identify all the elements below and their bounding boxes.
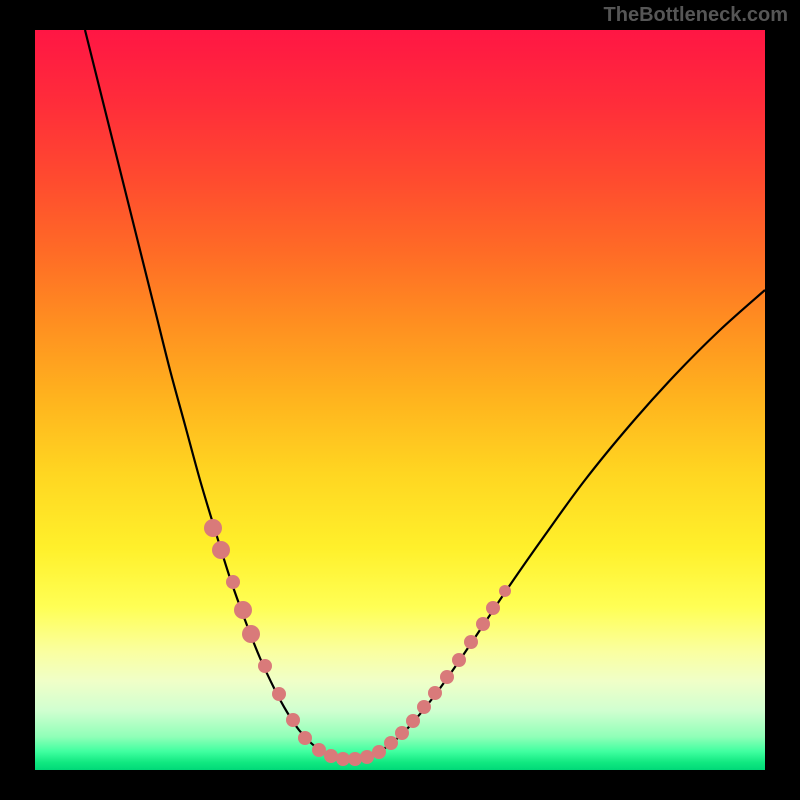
- data-point: [384, 736, 398, 750]
- data-point: [417, 700, 431, 714]
- dots-group: [204, 519, 511, 766]
- curve-right: [347, 290, 765, 760]
- watermark-text: TheBottleneck.com: [604, 4, 788, 27]
- data-point: [324, 749, 338, 763]
- data-point: [486, 601, 500, 615]
- data-point: [242, 625, 260, 643]
- data-point: [226, 575, 240, 589]
- data-point: [372, 745, 386, 759]
- data-point: [395, 726, 409, 740]
- plot-area: [35, 30, 765, 770]
- data-point: [406, 714, 420, 728]
- data-point: [286, 713, 300, 727]
- data-point: [348, 752, 362, 766]
- data-point: [272, 687, 286, 701]
- data-point: [258, 659, 272, 673]
- data-point: [499, 585, 511, 597]
- data-point: [428, 686, 442, 700]
- data-point: [204, 519, 222, 537]
- data-point: [476, 617, 490, 631]
- data-point: [212, 541, 230, 559]
- data-point: [440, 670, 454, 684]
- data-point: [234, 601, 252, 619]
- chart-container: TheBottleneck.com: [0, 0, 800, 800]
- curve-layer: [35, 30, 765, 770]
- data-point: [452, 653, 466, 667]
- curve-left: [85, 30, 347, 760]
- data-point: [312, 743, 326, 757]
- data-point: [336, 752, 350, 766]
- data-point: [464, 635, 478, 649]
- data-point: [360, 750, 374, 764]
- data-point: [298, 731, 312, 745]
